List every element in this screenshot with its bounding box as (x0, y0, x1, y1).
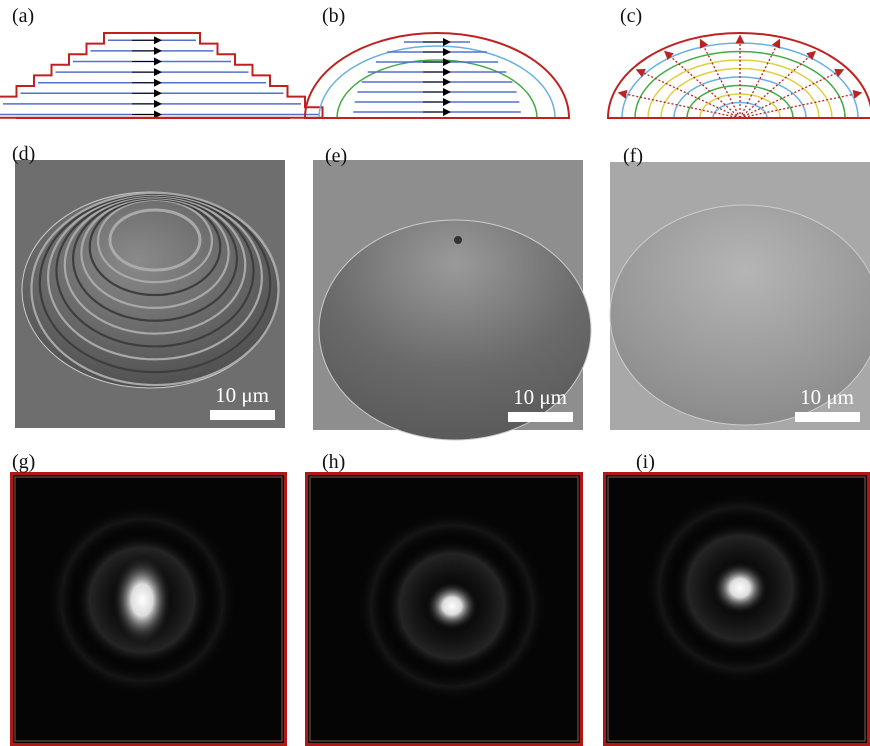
panel-label: (e) (325, 145, 347, 167)
focal-spot (712, 561, 769, 614)
scale-bar-label: 10 μm (513, 385, 567, 409)
panel-label: (d) (12, 143, 35, 165)
panel-label: (i) (636, 451, 655, 473)
scale-bar (795, 412, 860, 422)
arc (337, 60, 537, 118)
figure: 10 μm 10 μm 10 μm (a) (b) (c) (d) (e) (f) (g) (h) (… (0, 0, 870, 746)
layer: 10 μm 10 μm 10 μm (a) (b) (c) (d) (e) (f) (g) (h) (… (0, 5, 870, 745)
scale-bar-label: 10 μm (800, 385, 854, 409)
panel-label: (b) (322, 5, 345, 27)
panel-label: (g) (12, 451, 35, 473)
apex (454, 236, 462, 244)
panel-label: (h) (322, 451, 345, 473)
scale-bar-label: 10 μm (215, 383, 269, 407)
panel-label: (a) (12, 5, 34, 27)
focal-spot (425, 581, 478, 630)
page: {"panels": [ {"label": "(a)"}, {"label":… (0, 0, 870, 746)
scale-bar (508, 412, 573, 422)
scale-bar (210, 410, 275, 420)
panel-label: (f) (623, 145, 643, 167)
focal-spot (112, 554, 173, 645)
panel-label: (c) (620, 5, 642, 27)
stepped-lens (0, 33, 323, 118)
